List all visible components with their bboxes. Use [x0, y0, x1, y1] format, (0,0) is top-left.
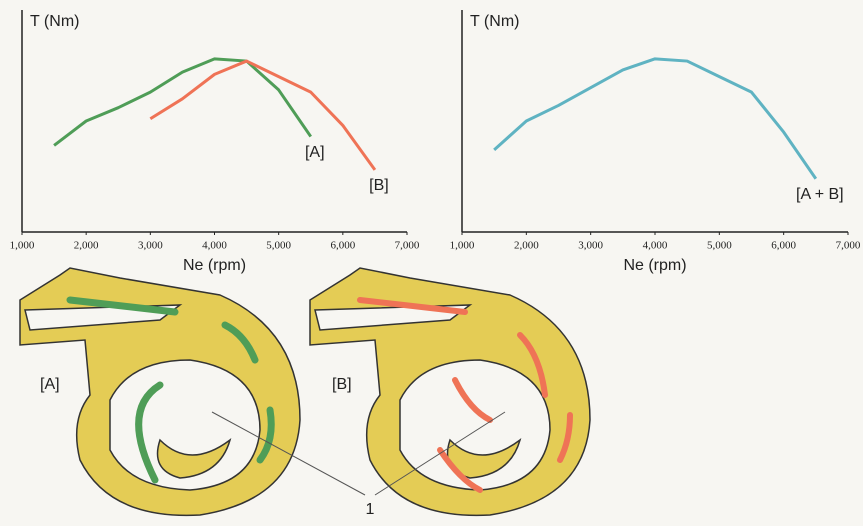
- x-tick-label: 1,000: [10, 240, 35, 252]
- series-label: [B]: [369, 177, 389, 194]
- flow-arrows-a: [66, 296, 275, 484]
- line-series: [149, 59, 377, 171]
- x-tick-label: 2,000: [514, 240, 539, 252]
- turbo-diagram-a: [19, 267, 301, 517]
- callout-lines: [211, 411, 506, 496]
- x-tick-label: 3,000: [138, 240, 163, 252]
- x-axis-label: Ne (rpm): [183, 257, 246, 274]
- line-series: [493, 57, 818, 180]
- turbo-diagram-b: [309, 267, 591, 517]
- x-tick-label: 5,000: [707, 240, 732, 252]
- x-tick-label: 7,000: [395, 240, 420, 252]
- x-tick-label: 2,000: [74, 240, 99, 252]
- y-axis-label: T (Nm): [470, 13, 519, 30]
- series-label: [A + B]: [796, 186, 844, 203]
- x-tick-label: 7,000: [836, 240, 861, 252]
- callout-label: 1: [366, 501, 375, 518]
- x-tick-label: 5,000: [266, 240, 291, 252]
- flow-arrows-b: [357, 297, 573, 493]
- diagram-label: [A]: [40, 376, 60, 393]
- x-tick-label: 6,000: [771, 240, 796, 252]
- series-label: [A]: [305, 144, 325, 161]
- x-tick-label: 6,000: [330, 240, 355, 252]
- diagram-label: [B]: [332, 376, 352, 393]
- x-tick-label: 1,000: [450, 240, 475, 252]
- x-tick-label: 4,000: [643, 240, 668, 252]
- y-axis-label: T (Nm): [30, 13, 79, 30]
- x-axis-label: Ne (rpm): [623, 257, 686, 274]
- x-tick-label: 4,000: [202, 240, 227, 252]
- line-series: [53, 57, 312, 147]
- x-tick-label: 3,000: [578, 240, 603, 252]
